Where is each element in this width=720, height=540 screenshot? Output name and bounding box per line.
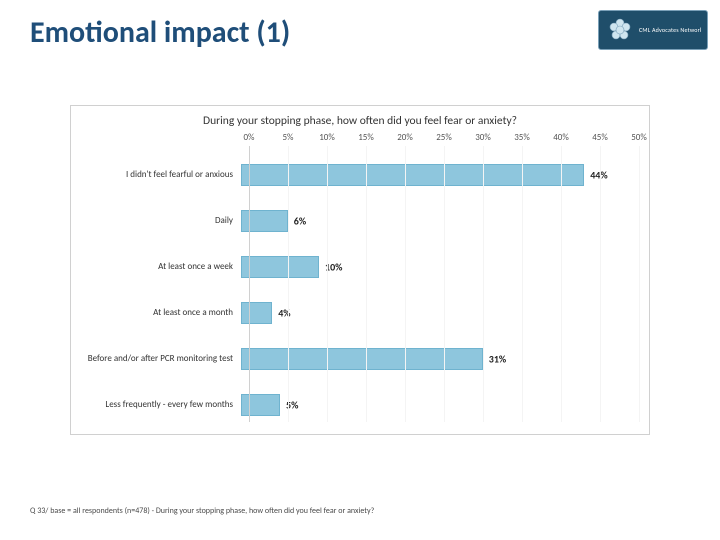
gridline bbox=[600, 146, 601, 422]
x-tick-label: 0% bbox=[244, 132, 255, 143]
bar-category-label: I didn't feel fearful or anxious bbox=[71, 170, 241, 180]
gridline bbox=[288, 146, 289, 422]
page-title: Emotional impact (1) bbox=[30, 14, 290, 51]
bar-category-label: Before and/or after PCR monitoring test bbox=[71, 354, 241, 364]
gridline bbox=[405, 146, 406, 422]
bar-row: I didn't feel fearful or anxious 44% bbox=[71, 162, 637, 188]
x-tick-label: 15% bbox=[358, 132, 374, 143]
bar-category-label: At least once a week bbox=[71, 262, 241, 272]
bar bbox=[241, 348, 483, 370]
bar-track: 5% bbox=[241, 392, 637, 418]
chart-title: During your stopping phase, how often di… bbox=[71, 106, 649, 128]
x-tick-label: 45% bbox=[592, 132, 608, 143]
logo-badge: CML Advocates Network bbox=[598, 10, 708, 50]
bar-track: 44% bbox=[241, 162, 637, 188]
bar bbox=[241, 256, 319, 278]
bar-row: Before and/or after PCR monitoring test 3… bbox=[71, 346, 637, 372]
x-tick-label: 30% bbox=[475, 132, 491, 143]
bar-value-label: 44% bbox=[590, 169, 607, 182]
bar-category-label: Less frequently - every few months bbox=[71, 400, 241, 410]
network-icon bbox=[605, 15, 635, 45]
bar-track: 31% bbox=[241, 346, 637, 372]
x-tick-label: 10% bbox=[319, 132, 335, 143]
bar bbox=[241, 394, 280, 416]
x-tick-label: 50% bbox=[631, 132, 647, 143]
bar-row: Less frequently - every few months5% bbox=[71, 392, 637, 418]
bar-track: 4% bbox=[241, 300, 637, 326]
gridline bbox=[327, 146, 328, 422]
gridline bbox=[444, 146, 445, 422]
bar-track: 10% bbox=[241, 254, 637, 280]
gridline bbox=[522, 146, 523, 422]
bar-category-label: At least once a month bbox=[71, 308, 241, 318]
footnote: Q 33/ base = all respondents (n=478) - D… bbox=[30, 506, 374, 516]
gridline bbox=[249, 146, 250, 422]
gridline bbox=[366, 146, 367, 422]
gridline bbox=[483, 146, 484, 422]
slide: Emotional impact (1) CML Advocates Netwo… bbox=[0, 0, 720, 540]
x-tick-label: 40% bbox=[553, 132, 569, 143]
bar-row: At least once a week10% bbox=[71, 254, 637, 280]
bar-value-label: 6% bbox=[294, 215, 306, 228]
bar-category-label: Daily bbox=[71, 216, 241, 226]
gridline bbox=[561, 146, 562, 422]
bar-value-label: 31% bbox=[489, 353, 506, 366]
chart-container: During your stopping phase, how often di… bbox=[70, 105, 650, 435]
x-tick-label: 35% bbox=[514, 132, 530, 143]
bars-area: I didn't feel fearful or anxious 44% Daily… bbox=[71, 154, 649, 422]
logo-text: CML Advocates Network bbox=[639, 26, 701, 34]
bar bbox=[241, 302, 272, 324]
bar bbox=[241, 164, 584, 186]
bar-track: 6% bbox=[241, 208, 637, 234]
bar-row: Daily 6% bbox=[71, 208, 637, 234]
gridline bbox=[639, 146, 640, 422]
bar-row: At least once a month4% bbox=[71, 300, 637, 326]
x-tick-label: 20% bbox=[397, 132, 413, 143]
x-tick-label: 25% bbox=[436, 132, 452, 143]
x-tick-label: 5% bbox=[283, 132, 294, 143]
x-axis-ticks: 0%5%10%15%20%25%30%35%40%45%50% bbox=[249, 132, 637, 146]
